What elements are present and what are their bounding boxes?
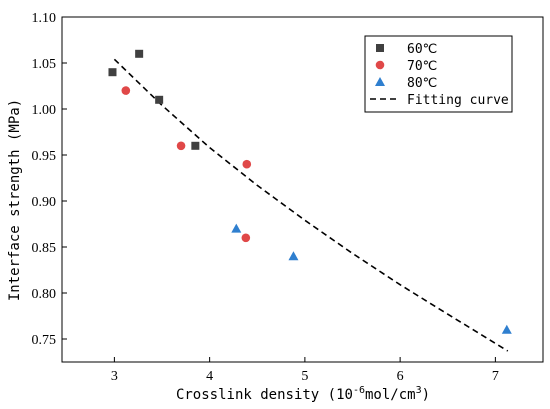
fitting-curve [113, 58, 509, 352]
y-tick-label: 1.00 [32, 103, 57, 118]
legend-label-2: 80℃ [407, 76, 437, 91]
plot-frame [61, 16, 544, 363]
y-tick-label: 0.75 [32, 333, 57, 348]
legend-marker-triangle [375, 77, 385, 86]
x-tick-label: 5 [301, 369, 308, 384]
point-circle-1-0 [121, 86, 131, 95]
point-triangle-2-1 [288, 251, 299, 261]
x-label-exponent-2: 3 [416, 385, 422, 396]
legend-label-fit: Fitting curve [407, 93, 509, 108]
legend-box [364, 35, 513, 113]
y-tick-label: 0.90 [32, 195, 57, 210]
y-tick-label: 0.85 [32, 241, 57, 256]
x-axis-label: Crosslink density (10-6mol/cm3) [176, 385, 430, 403]
y-axis-label: Interface strength (MPa) [7, 99, 23, 301]
y-tick-label: 0.80 [32, 287, 57, 302]
plot-area [61, 16, 544, 363]
point-triangle-2-0 [231, 223, 242, 233]
legend-label-1: 70℃ [407, 59, 437, 74]
legend-label-0: 60℃ [407, 42, 437, 57]
x-tick-label: 7 [492, 369, 499, 384]
x-tick-label: 4 [206, 369, 213, 384]
y-tick-label: 1.10 [32, 11, 57, 26]
point-circle-1-1 [176, 141, 186, 151]
x-label-exponent-1: -6 [353, 385, 365, 396]
y-tick-label: 0.95 [32, 149, 57, 164]
legend-marker-circle [375, 60, 385, 70]
y-tick-label: 1.05 [32, 57, 57, 72]
data-marks [108, 49, 512, 352]
x-label-unit: mol/cm [365, 387, 416, 403]
legend-marker-square [376, 44, 384, 52]
point-square-0-1 [135, 49, 144, 58]
x-tick-label: 6 [397, 369, 404, 384]
point-square-0-2 [155, 95, 164, 104]
axis-ticks: 3 4 5 6 7 0.75 0.80 0.85 0.90 0.95 1.00 1.05 1.10 [32, 11, 499, 384]
x-tick-label: 3 [111, 369, 118, 384]
point-triangle-2-2 [501, 324, 512, 334]
legend: 60℃ 70℃ 80℃ Fitting curve [364, 35, 513, 113]
point-circle-1-3 [241, 233, 251, 243]
x-label-prefix: Crosslink density (10 [176, 387, 353, 403]
x-label-suffix: ) [422, 387, 430, 403]
point-square-0-3 [191, 141, 200, 150]
point-square-0-0 [108, 68, 117, 77]
point-circle-1-2 [242, 159, 252, 169]
